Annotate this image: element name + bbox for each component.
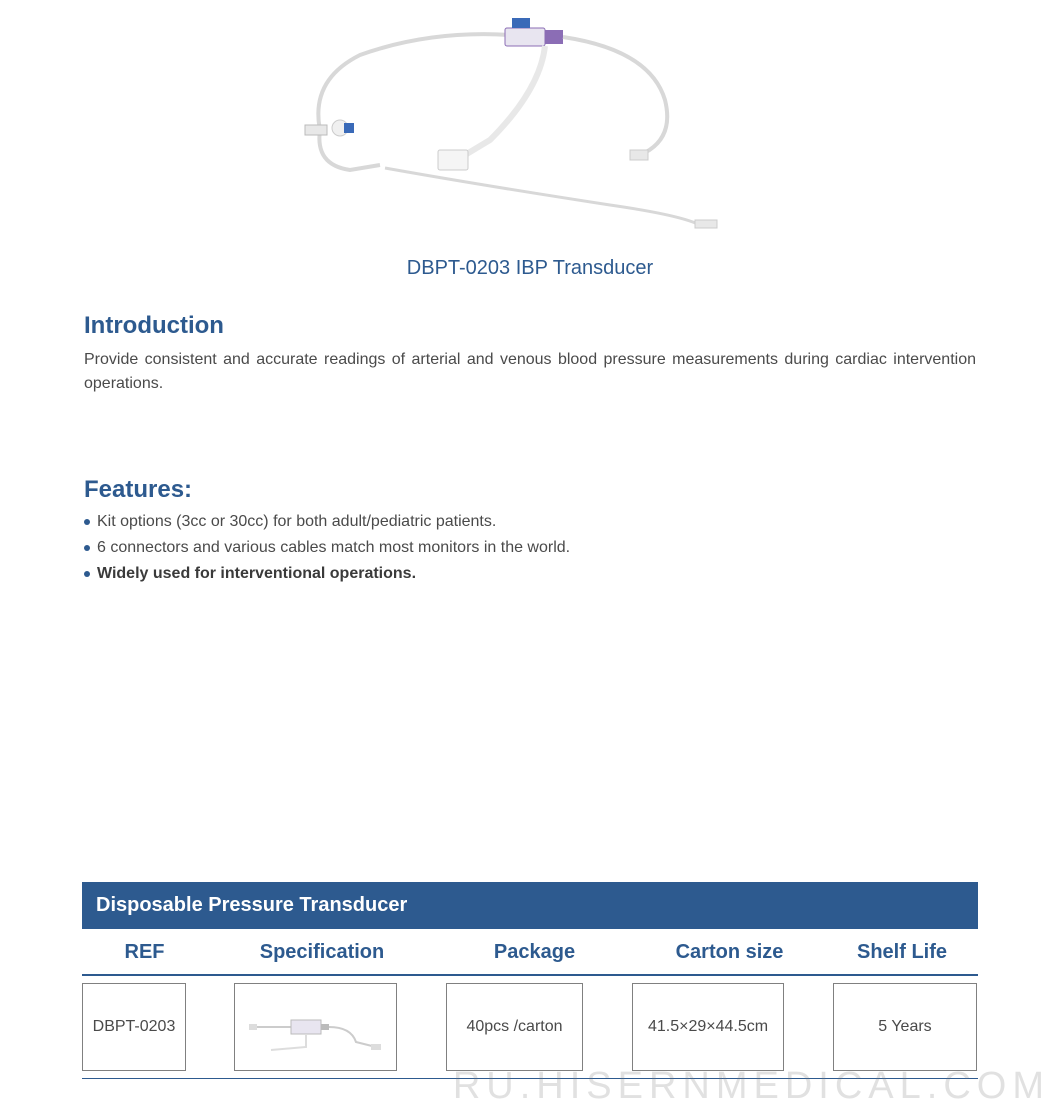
col-header-ref: REF	[82, 941, 207, 964]
cell-package: 40pcs /carton	[446, 983, 583, 1071]
table-header-row: REF Specification Package Carton size Sh…	[82, 929, 978, 976]
cell-ref: DBPT-0203	[82, 983, 186, 1071]
introduction-heading: Introduction	[84, 312, 976, 340]
bullet-icon	[84, 519, 90, 525]
feature-text: 6 connectors and various cables match mo…	[97, 536, 570, 560]
product-image	[0, 0, 1060, 245]
table-title: Disposable Pressure Transducer	[82, 882, 978, 929]
feature-text: Widely used for interventional operation…	[97, 562, 416, 586]
spec-mini-illustration	[241, 992, 391, 1062]
bullet-icon	[84, 571, 90, 577]
col-header-shelf: Shelf Life	[827, 941, 977, 964]
spec-table: Disposable Pressure Transducer REF Speci…	[82, 882, 978, 1079]
cell-carton: 41.5×29×44.5cm	[632, 983, 784, 1071]
col-header-carton: Carton size	[632, 941, 827, 964]
cell-shelf: 5 Years	[833, 983, 977, 1071]
transducer-illustration	[280, 10, 740, 240]
feature-item: Kit options (3cc or 30cc) for both adult…	[84, 510, 976, 534]
col-header-package: Package	[437, 941, 632, 964]
features-heading: Features:	[84, 476, 976, 504]
bullet-icon	[84, 545, 90, 551]
feature-text: Kit options (3cc or 30cc) for both adult…	[97, 510, 496, 534]
table-row: DBPT-0203 40pcs /carton 41.5×29×44.5cm 5…	[82, 976, 978, 1071]
watermark-text: RU.HISERNMEDICAL.COM	[453, 1065, 1050, 1108]
product-caption: DBPT-0203 IBP Transducer	[0, 257, 1060, 280]
introduction-text: Provide consistent and accurate readings…	[84, 348, 976, 396]
cell-spec	[234, 983, 397, 1071]
feature-item: 6 connectors and various cables match mo…	[84, 536, 976, 560]
feature-item: Widely used for interventional operation…	[84, 562, 976, 586]
col-header-spec: Specification	[207, 941, 437, 964]
